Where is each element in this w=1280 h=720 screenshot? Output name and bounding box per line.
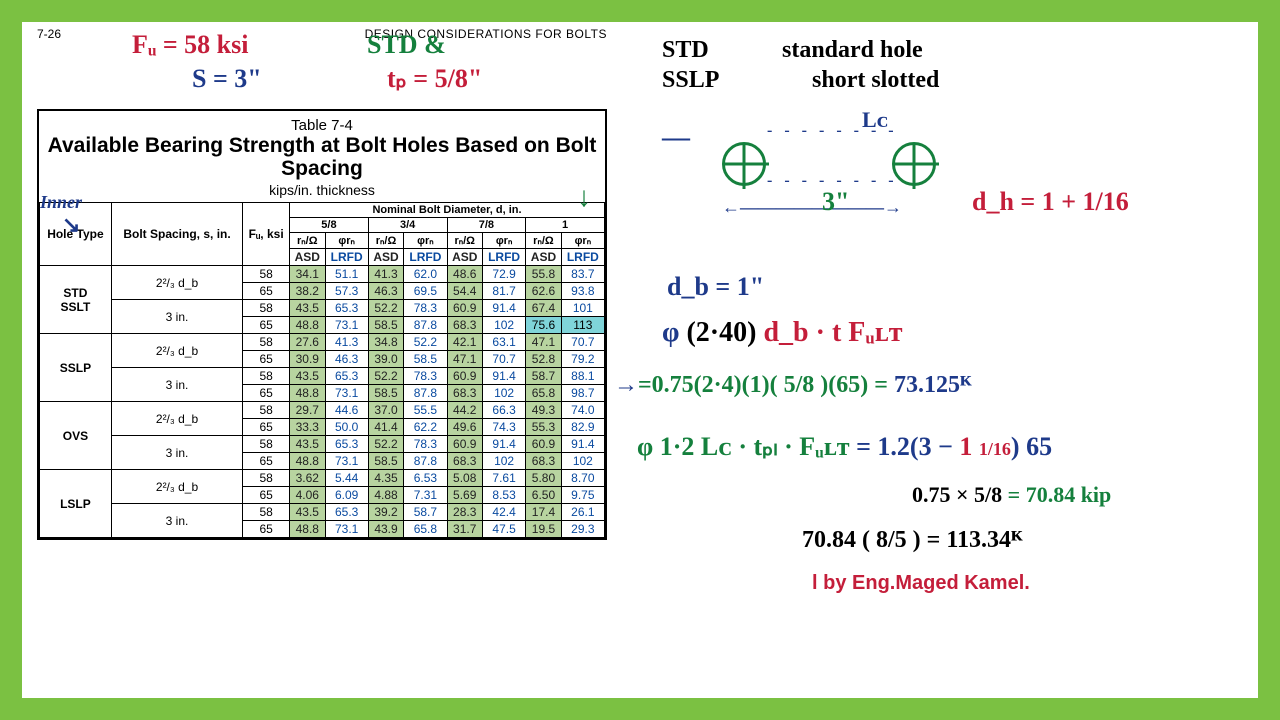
table-title: Available Bearing Strength at Bolt Holes… [43, 134, 601, 180]
anno-dh: d_h = 1 + 1/16 [972, 187, 1129, 217]
anno-calc2: φ 1·2 Lᴄ · tₚₗ · Fᵤʟᴛ = 1.2(3 − 1 1/16) … [637, 432, 1052, 462]
anno-sslp-label: SSLP [662, 67, 719, 94]
anno-s: S = 3" [192, 64, 262, 94]
bolt-left [722, 142, 766, 191]
table-number: Table 7-4 [43, 117, 601, 134]
anno-calc4: 70.84 ( 8/5 ) = 113.34ᴷ [802, 527, 1022, 554]
anno-std: STD & [367, 30, 446, 60]
anno-calc1: →=0.75(2·4)(1)( 5/8 )(65) = 73.125ᴷ [614, 372, 971, 399]
dash-left: — [662, 122, 690, 154]
table-7-4: Table 7-4 Available Bearing Strength at … [37, 109, 607, 540]
dim-arrow: ←————————→ [722, 197, 902, 218]
anno-sslp-def: short slotted [812, 67, 939, 94]
anno-inner: Inner [40, 192, 82, 213]
page-header: 7-26 DESIGN CONSIDERATIONS FOR BOLTS [37, 27, 607, 41]
bolt-right [892, 142, 936, 191]
anno-down-arrow: ↓ [577, 182, 591, 214]
page-ref: 7-26 [37, 27, 61, 41]
anno-phi-line: φ (2·40) d_b · t Fᵤʟᴛ [662, 317, 902, 349]
anno-inner-arrow: ↘ [62, 212, 80, 238]
anno-std-label: STD [662, 37, 709, 64]
anno-calc3: 0.75 × 5/8 = 70.84 kip [912, 482, 1111, 508]
anno-db: d_b = 1" [667, 272, 764, 302]
bearing-strength-table: Hole TypeBolt Spacing, s, in.Fᵤ, ksiNomi… [39, 202, 605, 538]
printed-page: 7-26 DESIGN CONSIDERATIONS FOR BOLTS Tab… [37, 27, 607, 540]
table-subtitle: kips/in. thickness [43, 182, 601, 198]
anno-three: 3" [822, 187, 849, 217]
anno-std-def: standard hole [782, 37, 923, 64]
dash-top: - - - - - - - - [767, 122, 898, 140]
anno-fu: Fᵤ = 58 ksi [132, 30, 248, 60]
credit-text: l by Eng.Maged Kamel. [812, 572, 1030, 595]
anno-tp: tₚ = 5/8" [387, 64, 482, 94]
